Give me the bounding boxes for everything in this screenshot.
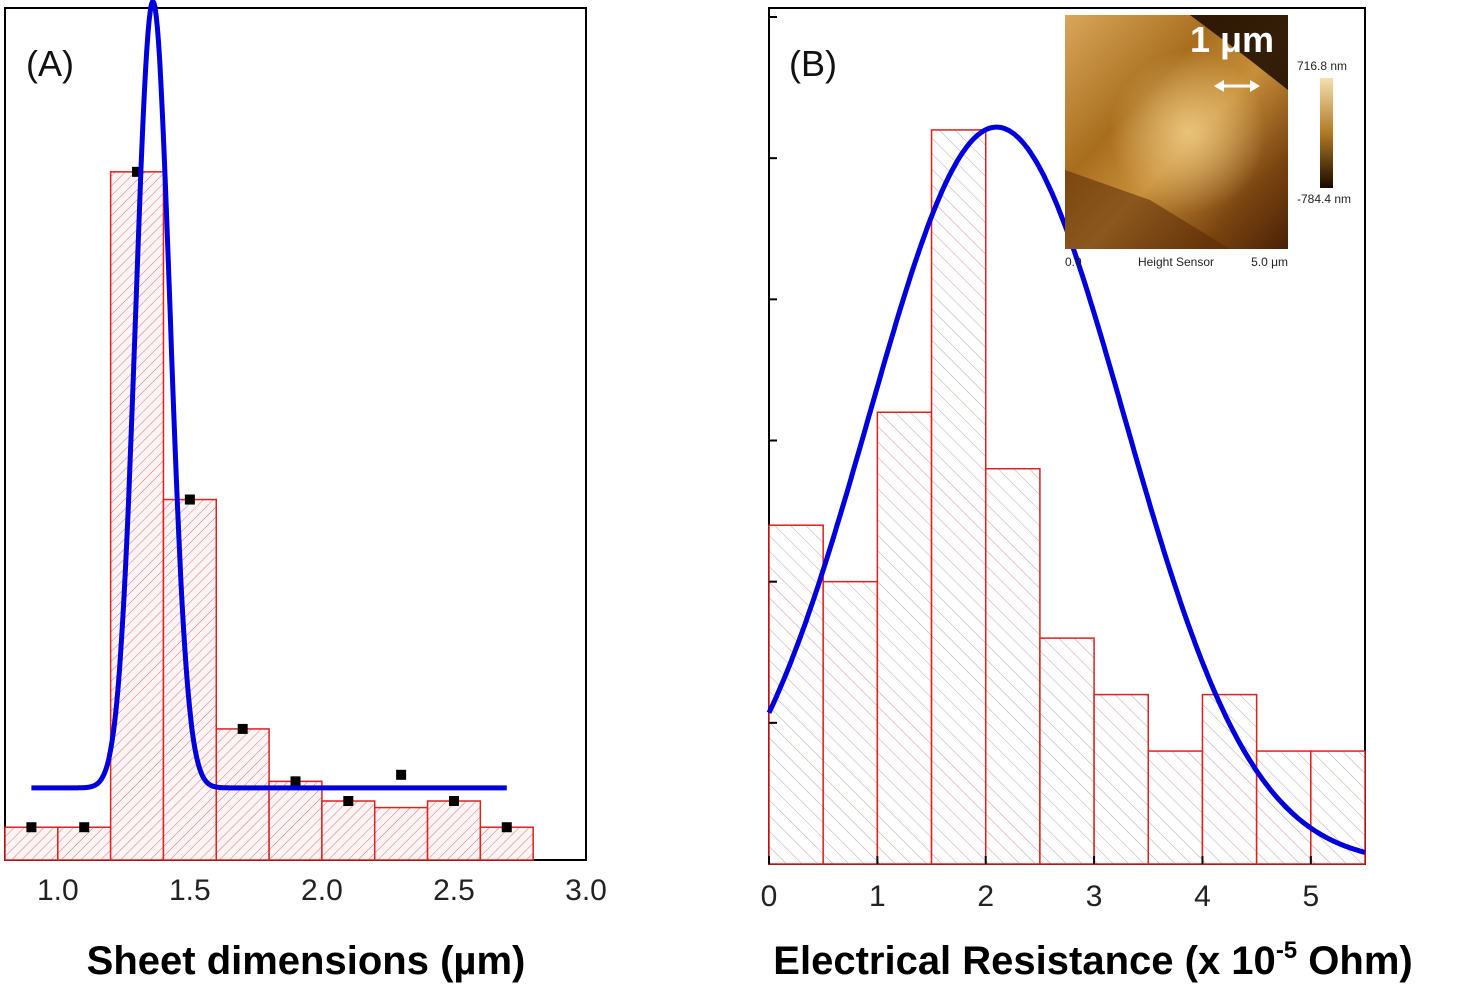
panel-a-bar-4	[162, 498, 218, 861]
panel-b-bar-11	[1310, 750, 1366, 865]
panel-a-point-7	[343, 796, 354, 807]
panel-b-x-axis-title-exponent: -5	[1276, 937, 1297, 964]
panel-a-bar-2	[57, 826, 112, 861]
panel-a-point-6	[290, 776, 301, 787]
panel-a-point-2	[79, 822, 90, 833]
panel-a-bar-7	[321, 800, 376, 861]
panel-b-x-axis: 0 1 2 3 4 5	[761, 856, 1319, 913]
panel-a-point-4	[184, 494, 195, 505]
panel-b-label: (B)	[789, 43, 837, 84]
panel-a-bar-9	[426, 800, 482, 861]
panel-b-bar-8	[1147, 750, 1204, 865]
panel-b-x-tick-label: 3	[1086, 880, 1103, 913]
colorbar-min-label: -784.4 nm	[1297, 192, 1351, 206]
panel-a-x-tick-label: 1.5	[169, 874, 211, 907]
afm-dark-corner	[1190, 15, 1288, 90]
panel-a-bar-5	[215, 728, 270, 861]
panel-b-x-tick-label: 0	[761, 880, 778, 913]
panel-a: 1.0 1.5 2.0 2.5 3.0 (A) Sheet dimensions (µm…	[4, 0, 607, 983]
panel-b-x-axis-title-main: Electrical Resistance (x 10	[773, 939, 1276, 983]
afm-x-start-label: 0.0	[1065, 255, 1082, 269]
panel-b-bar-10	[1255, 750, 1312, 865]
panel-b-x-axis-title-unit: Ohm)	[1297, 939, 1413, 983]
panel-a-x-axis: 1.0 1.5 2.0 2.5 3.0	[37, 874, 607, 907]
panel-a-bar-8	[373, 806, 429, 861]
panel-b-bar-6	[1039, 637, 1095, 865]
afm-inset: 1 μm 716.8 nm -784.4 nm 0.0 Height Senso…	[1065, 15, 1351, 269]
panel-b: 0 1 2 3 4 5 (B) Electrical Resistance (x 10-5…	[761, 7, 1413, 983]
panel-a-point-1	[26, 822, 37, 833]
scale-bar-arrow-icon	[1214, 80, 1260, 92]
panel-b-bar-7	[1093, 693, 1150, 865]
afm-dark-region	[1065, 170, 1230, 249]
scale-bar-label: 1 μm	[1190, 19, 1274, 60]
panel-a-label: (A)	[26, 43, 74, 84]
panel-a-bar-6	[268, 780, 323, 861]
panel-a-gaussian-fit-curve	[30, 0, 509, 791]
panel-a-point-9	[448, 796, 459, 807]
afm-x-axis-label: Height Sensor	[1138, 255, 1214, 269]
panel-b-x-tick-label: 1	[869, 880, 886, 913]
panel-b-bar-3	[876, 411, 933, 865]
panel-a-bar-1	[4, 826, 59, 861]
panel-a-x-tick-label: 3.0	[565, 874, 607, 907]
panel-a-data-points	[26, 166, 512, 833]
panel-b-histogram-bars	[768, 129, 1366, 865]
panel-b-bar-5	[984, 467, 1041, 865]
panel-a-plot-frame	[4, 7, 587, 861]
afm-x-end-label: 5.0 μm	[1251, 255, 1288, 269]
panel-a-histogram-bars	[4, 171, 534, 861]
afm-colorbar	[1320, 78, 1333, 188]
panel-a-bar-10	[479, 826, 534, 861]
panel-b-bar-2	[822, 580, 879, 865]
panel-a-x-tick-label: 1.0	[37, 874, 79, 907]
panel-a-point-10	[501, 822, 512, 833]
panel-a-x-tick-label: 2.5	[433, 874, 475, 907]
panel-a-point-3	[132, 166, 143, 177]
panel-b-x-tick-label: 4	[1194, 880, 1211, 913]
panel-a-point-8	[396, 769, 407, 780]
panel-b-x-tick-label: 2	[977, 880, 994, 913]
panel-b-bar-4	[930, 129, 987, 865]
panel-b-x-tick-label: 5	[1302, 880, 1319, 913]
panel-b-x-axis-title: Electrical Resistance (x 10-5 Ohm)	[773, 937, 1412, 983]
panel-a-x-tick-label: 2.0	[301, 874, 343, 907]
panel-b-y-axis-ticks	[769, 16, 777, 724]
panel-a-point-5	[237, 723, 248, 734]
colorbar-max-label: 716.8 nm	[1297, 59, 1347, 73]
panel-a-x-axis-title: Sheet dimensions (µm)	[87, 939, 526, 983]
